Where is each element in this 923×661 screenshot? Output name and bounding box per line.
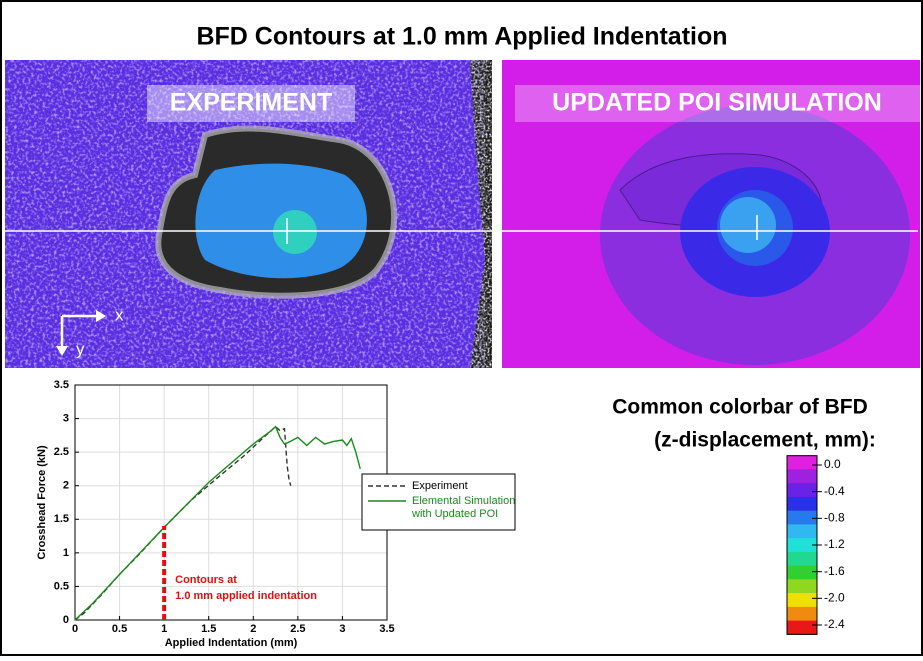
colorbar-tick-label: -0.4	[824, 484, 845, 498]
colorbar-segment	[787, 511, 817, 525]
y-tick-label: 2.5	[54, 446, 69, 458]
colorbar-tick-label: 0.0	[824, 457, 841, 471]
colorbar-segment	[787, 497, 817, 511]
annotation-text: Contours at	[175, 574, 237, 586]
colorbar-segment	[787, 566, 817, 580]
y-tick-label: 0	[63, 614, 69, 626]
y-tick-label: 2	[63, 480, 69, 492]
y-arrow-label: y	[76, 339, 85, 358]
colorbar-tick-label: -2.4	[824, 617, 845, 631]
colorbar-segment	[787, 552, 817, 566]
colorbar-title: (z-displacement, mm):	[654, 429, 876, 452]
colorbar-segment	[787, 483, 817, 497]
colorbar-segment	[787, 621, 817, 635]
x-tick-label: 1	[161, 623, 167, 635]
panel-label: UPDATED POI SIMULATION	[552, 89, 882, 117]
x-arrow-label: x	[115, 305, 124, 324]
colorbar-tick-label: -0.8	[824, 511, 845, 525]
colorbar-tick-label: -1.2	[824, 537, 845, 551]
x-tick-label: 1.5	[201, 623, 216, 635]
colorbar-segment	[787, 593, 817, 607]
figure: BFD Contours at 1.0 mm Applied Indentati…	[0, 0, 923, 656]
y-tick-label: 0.5	[54, 580, 69, 592]
y-tick-label: 3	[63, 412, 69, 424]
colorbar-segment	[787, 607, 817, 621]
y-tick-label: 3.5	[54, 379, 69, 391]
x-tick-label: 3.5	[379, 623, 394, 635]
x-axis-label: Applied Indentation (mm)	[165, 637, 298, 649]
panel-label: EXPERIMENT	[170, 89, 333, 117]
colorbar-segment	[787, 579, 817, 593]
x-tick-label: 0.5	[112, 623, 127, 635]
x-tick-label: 3	[339, 623, 345, 635]
colorbar-tick-label: -1.6	[824, 564, 845, 578]
x-tick-label: 2.5	[290, 623, 305, 635]
figure-title: BFD Contours at 1.0 mm Applied Indentati…	[196, 23, 727, 51]
x-tick-label: 2	[250, 623, 256, 635]
y-tick-label: 1.5	[54, 513, 69, 525]
colorbar-tick-label: -2.0	[824, 591, 845, 605]
legend-label: Experiment	[412, 480, 468, 492]
x-tick-label: 0	[72, 623, 78, 635]
colorbar-segment	[787, 469, 817, 483]
colorbar-segment	[787, 456, 817, 470]
annotation-text: 1.0 mm applied indentation	[175, 590, 317, 602]
colorbar-title: Common colorbar of BFD	[612, 396, 868, 419]
colorbar-segment	[787, 524, 817, 538]
y-axis-label: Crosshead Force (kN)	[36, 445, 48, 560]
y-tick-label: 1	[63, 547, 69, 559]
